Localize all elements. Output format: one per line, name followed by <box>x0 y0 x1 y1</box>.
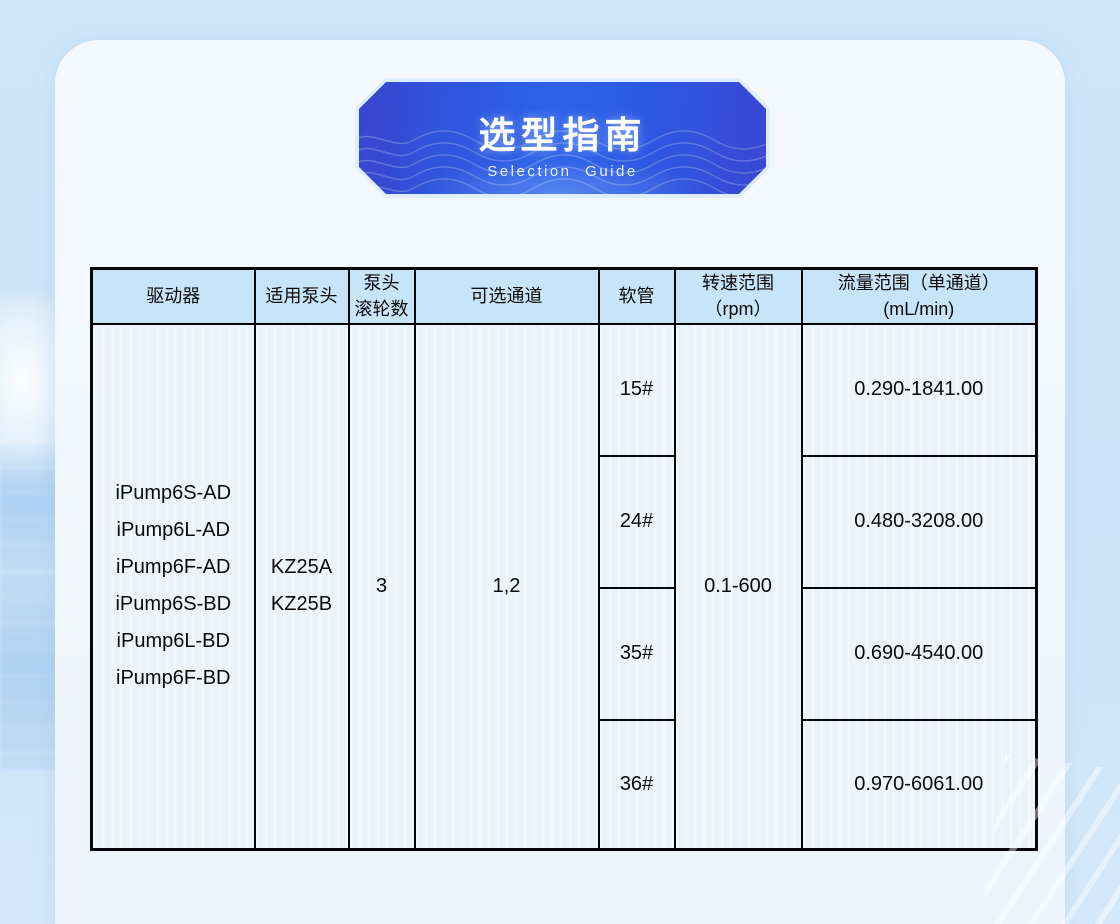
tubing-cell: 24# <box>597 454 676 589</box>
col-header-pump-head: 适用泵头 <box>253 267 350 325</box>
page-subtitle: Selection Guide <box>487 162 638 180</box>
col-header-driver-label: 驱动器 <box>146 286 201 307</box>
driver-model: iPump6F-AD <box>116 556 231 579</box>
driver-model: iPump6L-AD <box>116 519 230 542</box>
col-header-tubing-label: 软管 <box>618 286 655 307</box>
selection-guide-table: 驱动器 适用泵头 泵头 滚轮数 可选通道 软管 转速范围 （rpm） 流量范围（… <box>90 267 1038 851</box>
pump-head-model: KZ25A <box>270 556 333 579</box>
flow-range-cell: 0.970-6061.00 <box>800 718 1038 851</box>
col-header-flow-line1: 流量范围（单通道） <box>837 273 1000 294</box>
pump-head-model: KZ25B <box>270 593 333 616</box>
page-title: 选型指南 <box>478 114 647 156</box>
driver-model: iPump6L-BD <box>116 630 230 653</box>
selection-guide-banner: 选型指南 Selection Guide <box>355 78 770 198</box>
flow-range-cell: 0.290-1841.00 <box>800 322 1038 457</box>
col-header-flow-range: 流量范围（单通道） (mL/min) <box>800 267 1038 325</box>
col-header-roller-count: 泵头 滚轮数 <box>347 267 416 325</box>
pump-heads-cell: KZ25A KZ25B <box>253 322 350 851</box>
col-header-roller-line1: 泵头 <box>363 273 400 294</box>
col-header-driver: 驱动器 <box>90 267 256 325</box>
speed-range-cell: 0.1-600 <box>673 322 803 851</box>
table-row: 35# 0.690-4540.00 <box>92 586 1038 721</box>
col-header-speed-line2: （rpm） <box>704 299 772 320</box>
tubing-cell: 35# <box>597 586 676 721</box>
driver-model: iPump6F-BD <box>116 667 231 690</box>
col-header-channels-label: 可选通道 <box>470 286 543 307</box>
table-row: 36# 0.970-6061.00 <box>92 718 1038 851</box>
col-header-roller-line2: 滚轮数 <box>354 299 409 320</box>
channel-options-cell: 1,2 <box>413 322 600 851</box>
wave-pattern-decoration <box>359 82 766 194</box>
table-row: 24# 0.480-3208.00 <box>92 454 1038 589</box>
col-header-speed-line1: 转速范围 <box>702 273 774 294</box>
flow-range-cell: 0.480-3208.00 <box>800 454 1038 589</box>
driver-models-cell: iPump6S-AD iPump6L-AD iPump6F-AD iPump6S… <box>90 322 256 851</box>
tubing-cell: 36# <box>597 718 676 851</box>
blurred-building-decoration <box>0 440 58 770</box>
roller-count-cell: 3 <box>347 322 416 851</box>
table-header-row: 驱动器 适用泵头 泵头 滚轮数 可选通道 软管 转速范围 （rpm） 流量范围（… <box>90 267 1038 325</box>
col-header-pump-head-label: 适用泵头 <box>265 286 338 307</box>
banner-inner: 选型指南 Selection Guide <box>359 82 766 194</box>
driver-model: iPump6S-AD <box>115 482 232 505</box>
driver-model: iPump6S-BD <box>115 593 232 616</box>
col-header-speed-range: 转速范围 （rpm） <box>673 267 803 325</box>
flow-range-cell: 0.690-4540.00 <box>800 586 1038 721</box>
tubing-cell: 15# <box>597 322 676 457</box>
col-header-tubing: 软管 <box>597 267 676 325</box>
col-header-channels: 可选通道 <box>413 267 600 325</box>
col-header-flow-line2: (mL/min) <box>883 299 955 320</box>
table-row: iPump6S-AD iPump6L-AD iPump6F-AD iPump6S… <box>90 322 1038 851</box>
